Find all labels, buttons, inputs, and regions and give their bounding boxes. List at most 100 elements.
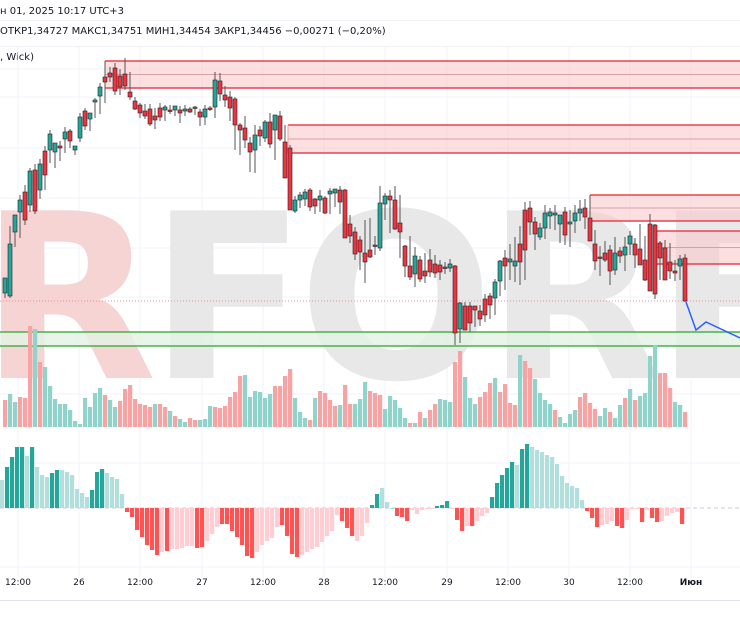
histogram-bar — [675, 508, 680, 512]
candle-bearish — [147, 108, 153, 125]
volume-bar — [248, 397, 253, 427]
histogram-bar — [215, 508, 220, 527]
candle-bearish — [242, 127, 248, 141]
candle-bearish — [522, 209, 528, 251]
supply-demand-zones[interactable] — [0, 60, 740, 347]
candle-bearish — [152, 115, 158, 121]
histogram-bar — [605, 508, 610, 524]
volume-bar — [508, 403, 513, 427]
time-axis-tick: 30 — [563, 578, 575, 588]
candle-bearish — [387, 195, 393, 201]
time-axis-tick: 12:00 — [5, 578, 31, 588]
volume-bar — [23, 398, 28, 427]
volume-bar — [483, 392, 488, 427]
volume-bar — [83, 398, 88, 427]
time-axis-tick: 12:00 — [372, 578, 398, 588]
histogram-bar — [75, 489, 80, 508]
candle-bullish — [622, 246, 628, 256]
volume-bar — [268, 394, 273, 427]
histogram-bar — [445, 501, 450, 508]
candle-bearish — [122, 73, 128, 87]
candle-bearish — [597, 256, 603, 259]
histogram-bar — [285, 508, 290, 536]
candle-bearish — [107, 72, 113, 78]
histogram-bar — [290, 508, 295, 554]
volume-bar — [188, 418, 193, 427]
histogram-bar — [525, 444, 530, 508]
volume-bar — [198, 420, 203, 427]
candle-bullish — [552, 212, 558, 216]
histogram-bar — [555, 464, 560, 508]
candle-bearish — [287, 147, 293, 211]
histogram-bar — [510, 462, 515, 508]
volume-bar — [33, 329, 38, 427]
histogram-bar — [355, 508, 360, 541]
histogram-bar — [25, 456, 30, 508]
candle-bullish — [292, 199, 298, 212]
candle-bullish — [677, 258, 683, 267]
volume-bar — [103, 395, 108, 427]
candle-bullish — [377, 202, 383, 249]
price-chart[interactable]: RFOREX.cR — [0, 0, 740, 578]
volume-bar — [38, 362, 43, 427]
candle-bearish — [227, 96, 233, 109]
candle-bearish — [592, 243, 598, 262]
volume-bar — [283, 376, 288, 427]
volume-bar — [353, 404, 358, 427]
histogram-bar — [450, 508, 455, 509]
volume-bar — [343, 385, 348, 427]
histogram-bar — [385, 502, 390, 508]
volume-bar — [278, 386, 283, 427]
candle-bearish — [322, 197, 328, 214]
candle-bullish — [17, 199, 23, 213]
histogram-bar — [265, 508, 270, 541]
volume-bar — [168, 411, 173, 427]
candle-bullish — [327, 190, 333, 195]
candle-bearish — [362, 252, 368, 263]
volume-bar — [423, 418, 428, 427]
candle-bullish — [2, 277, 8, 294]
projection-path[interactable] — [685, 301, 740, 339]
candle-bearish — [187, 108, 193, 113]
histogram-bar — [560, 476, 565, 508]
volume-bar — [148, 407, 153, 427]
candle-bullish — [12, 214, 18, 233]
candle-bullish — [72, 145, 78, 151]
candle-bearish — [517, 243, 523, 263]
volume-bar — [358, 399, 363, 427]
candle-bearish — [177, 109, 183, 114]
volume-bar — [603, 408, 608, 427]
candle-bullish — [557, 214, 563, 225]
candle-bullish — [297, 194, 303, 201]
histogram-bar — [520, 449, 525, 508]
volume-bar — [453, 362, 458, 427]
histogram-bar — [35, 467, 40, 508]
volume-bar — [518, 355, 523, 427]
volume-bar — [478, 397, 483, 427]
volume-bar — [303, 418, 308, 427]
volume-bar — [328, 400, 333, 427]
histogram-bar — [395, 508, 400, 516]
volume-bar — [158, 404, 163, 427]
forecast-line — [685, 301, 740, 339]
volume-bar — [678, 405, 683, 427]
histogram-bar — [345, 508, 350, 528]
time-axis[interactable]: 12:00 26 12:00 27 12:00 28 12:00 29 12:00 30 12:00… — [0, 578, 740, 600]
histogram-bar — [65, 472, 70, 508]
histogram-bar — [80, 493, 85, 508]
histogram-bar — [180, 508, 185, 548]
momentum-histogram — [0, 444, 740, 558]
volume-bar — [593, 409, 598, 427]
volume-bar — [18, 397, 23, 427]
volume-bar — [653, 345, 658, 427]
candle-bullish — [27, 170, 33, 206]
volume-bar — [663, 373, 668, 427]
candle-bearish — [42, 150, 48, 176]
histogram-bar — [50, 473, 55, 508]
volume-bar — [63, 404, 68, 427]
volume-bar — [273, 386, 278, 427]
indicator-legend[interactable]: , Wick) — [0, 52, 34, 63]
candle-bearish — [502, 257, 508, 267]
candle-bullish — [512, 260, 518, 267]
histogram-bar — [350, 508, 355, 536]
